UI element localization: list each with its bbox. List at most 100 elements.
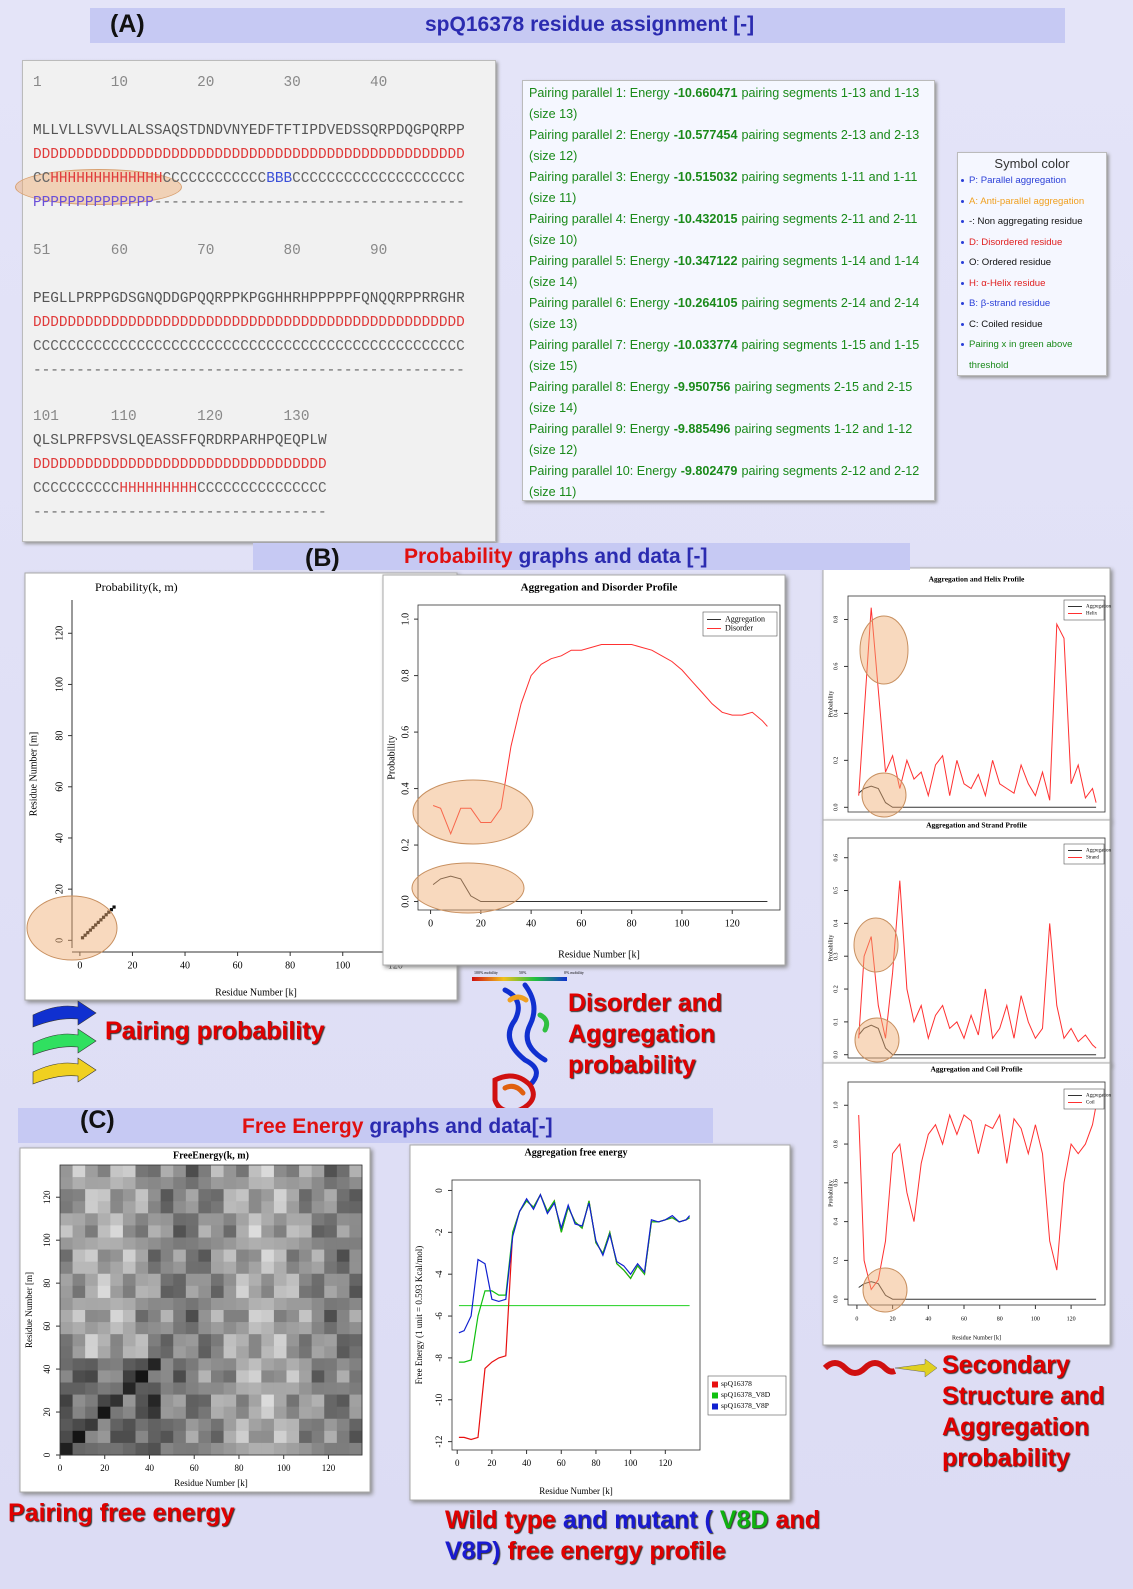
- heatmap-texture: [312, 1443, 325, 1456]
- legend-swatch: [712, 1393, 718, 1399]
- legend-label: spQ16378_V8P: [721, 1401, 769, 1410]
- heatmap-texture: [324, 1395, 337, 1408]
- x-tick-label: 0: [58, 1463, 63, 1473]
- x-tick-label: 100: [624, 1458, 638, 1468]
- panel-title: spQ16378 residue assignment [-]: [425, 13, 754, 37]
- heatmap-texture: [73, 1443, 86, 1456]
- heatmap-texture: [85, 1298, 98, 1311]
- sequence-line: PEGLLPRPPGDSGNQDDGPQQRPPKPGGHHRHPPPPPFQN…: [33, 291, 465, 307]
- heatmap-texture: [85, 1358, 98, 1371]
- heatmap-texture: [110, 1189, 123, 1202]
- heatmap-texture: [173, 1298, 186, 1311]
- heatmap-texture: [236, 1286, 249, 1299]
- heatmap-texture: [173, 1431, 186, 1444]
- heatmap-texture: [312, 1370, 325, 1383]
- legend-label: Disorder: [725, 623, 753, 632]
- x-axis-label: Residue Number [k]: [539, 1486, 612, 1496]
- heatmap-texture: [337, 1419, 350, 1432]
- y-tick-label: 0.4: [833, 920, 839, 928]
- heatmap-texture: [85, 1274, 98, 1287]
- title-part: graphs and data[-]: [369, 1115, 552, 1138]
- heatmap-texture: [161, 1346, 174, 1359]
- residue-run: BBB: [266, 171, 292, 187]
- heatmap-texture: [85, 1286, 98, 1299]
- heatmap-texture: [85, 1225, 98, 1238]
- pairing-prefix: Pairing parallel 6: Energy: [529, 296, 670, 310]
- heatmap-texture: [60, 1177, 73, 1190]
- heatmap-texture: [136, 1250, 149, 1263]
- heatmap-texture: [349, 1225, 362, 1238]
- heatmap-texture: [274, 1383, 287, 1396]
- heatmap-texture: [287, 1358, 300, 1371]
- residue-run: PPPPPPPPPPPPPP: [33, 195, 154, 211]
- heatmap-texture: [198, 1358, 211, 1371]
- heatmap-texture: [148, 1383, 161, 1396]
- heatmap-texture: [148, 1189, 161, 1202]
- heatmap-texture: [224, 1407, 237, 1420]
- heatmap-texture: [211, 1395, 224, 1408]
- heatmap-texture: [349, 1419, 362, 1432]
- heatmap-texture: [324, 1225, 337, 1238]
- heatmap-texture: [274, 1322, 287, 1335]
- x-tick-label: 0: [77, 960, 82, 971]
- annotation-line: Aggregation: [942, 1412, 1105, 1443]
- heatmap-texture: [110, 1201, 123, 1214]
- heatmap-texture: [110, 1238, 123, 1251]
- x-tick-label: 40: [180, 960, 190, 971]
- heatmap-texture: [224, 1201, 237, 1214]
- heatmap-texture: [324, 1286, 337, 1299]
- annotation-part: V8D: [720, 1506, 769, 1534]
- heatmap-texture: [148, 1213, 161, 1226]
- heatmap-texture: [123, 1334, 136, 1347]
- heatmap-texture: [324, 1310, 337, 1323]
- heatmap-texture: [148, 1334, 161, 1347]
- x-tick-label: 60: [576, 918, 586, 929]
- heatmap-texture: [161, 1431, 174, 1444]
- heatmap-texture: [349, 1370, 362, 1383]
- heatmap-texture: [85, 1213, 98, 1226]
- heatmap-texture: [110, 1358, 123, 1371]
- annotation-line: Aggregation: [568, 1019, 722, 1050]
- heatmap-texture: [274, 1395, 287, 1408]
- heatmap-texture: [324, 1177, 337, 1190]
- pairing-entry: Pairing parallel 7: Energy-10.033774pair…: [529, 335, 928, 377]
- x-tick-label: 80: [627, 918, 637, 929]
- heatmap-texture: [224, 1274, 237, 1287]
- heatmap-texture: [123, 1395, 136, 1408]
- heatmap-texture: [299, 1201, 312, 1214]
- plot-title: Aggregation and Coil Profile: [930, 1065, 1023, 1074]
- heatmap-texture: [224, 1189, 237, 1202]
- heatmap-texture: [60, 1298, 73, 1311]
- heatmap-texture: [287, 1213, 300, 1226]
- heatmap-texture: [198, 1189, 211, 1202]
- heatmap-texture: [110, 1262, 123, 1275]
- heatmap-texture: [324, 1322, 337, 1335]
- heatmap-texture: [349, 1358, 362, 1371]
- legend-label: Strand: [1086, 856, 1100, 861]
- heatmap-texture: [98, 1165, 111, 1178]
- heatmap-texture: [148, 1370, 161, 1383]
- disorder-line: DDDDDDDDDDDDDDDDDDDDDDDDDDDDDDDDDDDDDDDD…: [33, 315, 465, 331]
- aggregation-line: PPPPPPPPPPPPPP--------------------------…: [33, 195, 465, 211]
- plot-title: Aggregation free energy: [525, 1147, 628, 1158]
- heatmap-texture: [198, 1213, 211, 1226]
- heatmap-texture: [312, 1225, 325, 1238]
- pairing-energy: -9.802479: [681, 464, 738, 478]
- y-axis-label: Residue Number [m]: [28, 732, 39, 816]
- heatmap-texture: [123, 1346, 136, 1359]
- mobility-label: 0% mobility: [564, 970, 584, 975]
- heatmap-texture: [110, 1250, 123, 1263]
- heatmap-texture: [236, 1443, 249, 1456]
- heatmap-texture: [337, 1201, 350, 1214]
- highlight-ellipse: [860, 616, 908, 684]
- heatmap-texture: [236, 1407, 249, 1420]
- heatmap-texture: [261, 1383, 274, 1396]
- x-axis-label: Residue Number [k]: [952, 1335, 1001, 1341]
- heatmap-texture: [236, 1298, 249, 1311]
- heatmap-texture: [312, 1177, 325, 1190]
- heatmap-texture: [324, 1238, 337, 1251]
- heatmap-texture: [148, 1395, 161, 1408]
- legend-item: P: Parallel aggregation: [958, 171, 1106, 192]
- protein-ribbon: [540, 1015, 547, 1030]
- heatmap-texture: [85, 1250, 98, 1263]
